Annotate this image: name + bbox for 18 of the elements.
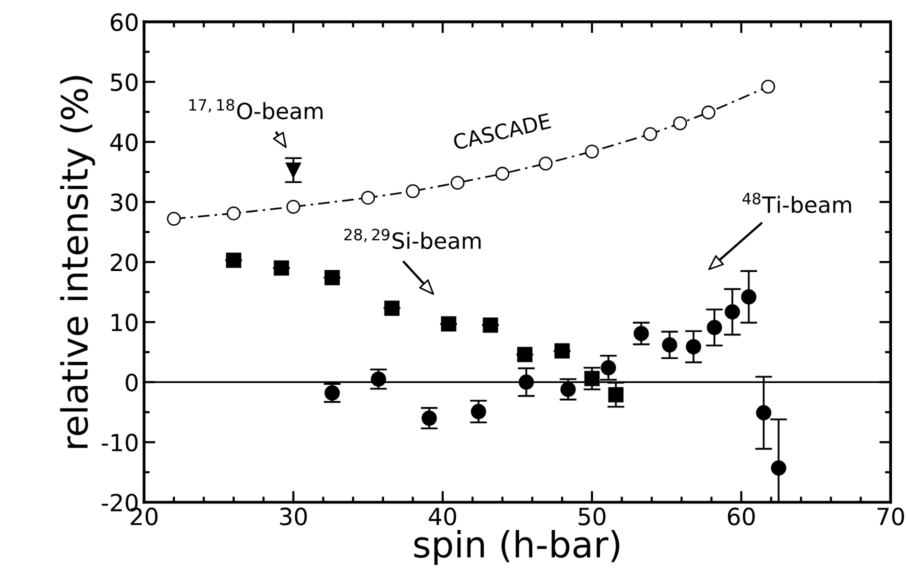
y-tick-label: 60 <box>110 13 138 32</box>
y-tick-label: 50 <box>110 73 138 92</box>
annotation: $^{48}$Ti-beam <box>742 192 852 214</box>
x-tick-label: 40 <box>428 508 456 526</box>
x-tick-label: 60 <box>728 508 755 526</box>
y-tick-label: 10 <box>112 314 138 332</box>
y-axis-title: relative intensity (%) <box>60 76 96 448</box>
y-tick-label: 0 <box>126 374 138 392</box>
y-tick-label: 20 <box>110 253 138 272</box>
annotation: $^{28,29}$Si-beam <box>344 228 481 250</box>
y-tick-label: -10 <box>102 434 138 452</box>
x-tick-label: 70 <box>878 508 904 526</box>
x-tick-label: 50 <box>578 508 606 526</box>
annotation: $^{17,18}$O-beam <box>189 99 323 120</box>
x-axis-title: spin (h-bar) <box>414 530 620 565</box>
x-tick-label: 30 <box>280 508 307 526</box>
y-tick-label: 30 <box>110 193 138 212</box>
y-tick-label: 40 <box>110 133 138 152</box>
